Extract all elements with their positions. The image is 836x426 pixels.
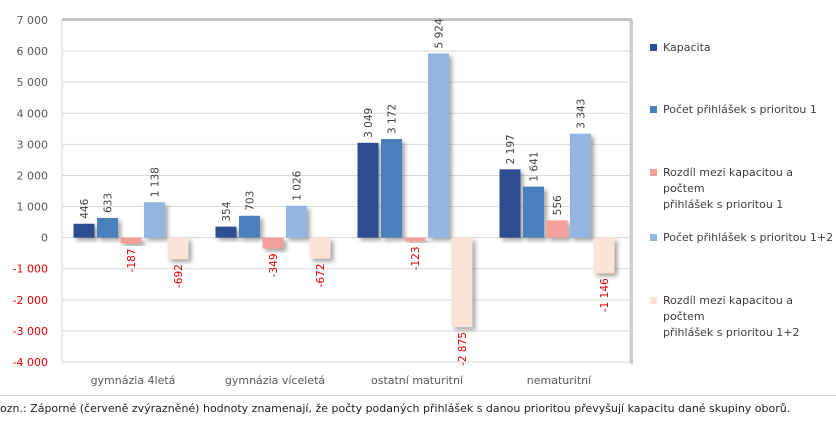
y-tick-label: 1 000 bbox=[17, 201, 49, 214]
data-label: 3 172 bbox=[387, 104, 399, 134]
legend-swatch-icon bbox=[650, 169, 657, 176]
plot-shadow-top bbox=[62, 18, 632, 21]
legend-item-rozdil-p1: Rozdíl mezi kapacitou a počtem přihlášek … bbox=[650, 165, 836, 213]
legend-swatch-icon bbox=[650, 234, 657, 241]
plot-shadow-right bbox=[630, 20, 633, 364]
legend-swatch-icon bbox=[650, 44, 657, 51]
legend-label: Kapacita bbox=[663, 41, 711, 54]
bar bbox=[428, 53, 449, 238]
bar bbox=[451, 237, 473, 328]
bar bbox=[546, 220, 568, 238]
x-category-label: gymnázia víceletá bbox=[225, 374, 325, 387]
bar bbox=[215, 226, 237, 238]
y-tick-label: 5 000 bbox=[17, 76, 49, 89]
data-label: 3 049 bbox=[363, 108, 375, 138]
data-label: -349 bbox=[268, 253, 280, 277]
data-label: 5 924 bbox=[434, 18, 446, 48]
legend-item-kapacita: Kapacita bbox=[650, 40, 836, 56]
legend-swatch-icon bbox=[650, 297, 657, 304]
legend-label: Počet přihlášek s prioritou 1 bbox=[663, 103, 817, 116]
data-label: -1 146 bbox=[599, 278, 611, 312]
y-tick-label: -2 000 bbox=[13, 294, 48, 307]
bar bbox=[357, 142, 379, 238]
y-tick-label: 4 000 bbox=[17, 107, 49, 120]
data-label: -2 875 bbox=[457, 332, 469, 366]
data-label: 1 138 bbox=[150, 167, 162, 197]
bar bbox=[120, 237, 142, 244]
y-tick-label: 6 000 bbox=[17, 45, 49, 58]
bar bbox=[97, 217, 118, 238]
legend-item-prihlasky-p12: Počet přihlášek s prioritou 1+2 bbox=[650, 230, 836, 246]
bar bbox=[523, 186, 544, 238]
data-label: 703 bbox=[245, 191, 257, 211]
y-axis: 7 000 6 000 5 000 4 000 3 000 2 000 1 000 0 -1 0… bbox=[13, 14, 48, 369]
x-category-label: nematuritní bbox=[527, 374, 592, 387]
x-axis: gymnázia 4letá gymnázia víceletá ostatní m… bbox=[91, 374, 593, 387]
y-tick-label: -4 000 bbox=[13, 356, 48, 369]
data-label: 2 197 bbox=[505, 134, 517, 164]
data-label: 354 bbox=[221, 201, 233, 221]
data-label: 1 641 bbox=[529, 152, 541, 182]
bar bbox=[286, 205, 307, 238]
y-tick-label: 3 000 bbox=[17, 138, 49, 151]
legend-label: Počet přihlášek s prioritou 1+2 bbox=[663, 231, 834, 244]
data-label: 1 026 bbox=[292, 170, 304, 200]
y-tick-label: 2 000 bbox=[17, 169, 49, 182]
legend-label: Rozdíl mezi kapacitou a počtem přihlášek … bbox=[663, 294, 800, 339]
y-tick-label: 7 000 bbox=[17, 14, 49, 27]
x-category-label: ostatní maturitní bbox=[371, 374, 464, 387]
bar bbox=[144, 202, 165, 238]
data-label: -672 bbox=[315, 264, 327, 288]
y-tick-label: -3 000 bbox=[13, 325, 48, 338]
bar bbox=[499, 169, 521, 238]
bars bbox=[73, 53, 615, 328]
bar bbox=[404, 237, 426, 242]
data-label: 446 bbox=[79, 198, 91, 218]
data-label: 3 343 bbox=[576, 99, 588, 129]
data-label: 556 bbox=[552, 195, 564, 215]
legend-swatch-icon bbox=[650, 106, 657, 113]
legend-item-prihlasky-p1: Počet přihlášek s prioritou 1 bbox=[650, 102, 836, 118]
bar bbox=[570, 133, 591, 238]
data-label: -123 bbox=[410, 246, 422, 270]
data-label: -692 bbox=[173, 264, 185, 288]
data-label: -187 bbox=[126, 248, 138, 272]
plot-area bbox=[61, 18, 633, 364]
legend-item-rozdil-p12: Rozdíl mezi kapacitou a počtem přihlášek … bbox=[650, 293, 836, 341]
footnote: ozn.: Záporné (červeně zvýrazněné) hodno… bbox=[0, 402, 791, 415]
plot-border bbox=[61, 19, 631, 363]
bar bbox=[309, 237, 331, 259]
legend-label: Rozdíl mezi kapacitou a počtem přihlášek … bbox=[663, 166, 794, 211]
x-category-label: gymnázia 4letá bbox=[91, 374, 176, 387]
bar bbox=[167, 237, 189, 260]
bar bbox=[381, 139, 402, 238]
bar bbox=[73, 223, 95, 238]
data-labels: 446 633 -187 1 138 -692 354 703 -349 1 026 -672 3 … bbox=[79, 18, 611, 366]
y-tick-label: -1 000 bbox=[13, 263, 48, 276]
y-tick-label: 0 bbox=[41, 232, 48, 245]
divider bbox=[0, 395, 836, 396]
bar bbox=[262, 237, 284, 249]
bar bbox=[593, 237, 615, 274]
bar bbox=[239, 215, 260, 238]
data-label: 633 bbox=[102, 193, 114, 213]
